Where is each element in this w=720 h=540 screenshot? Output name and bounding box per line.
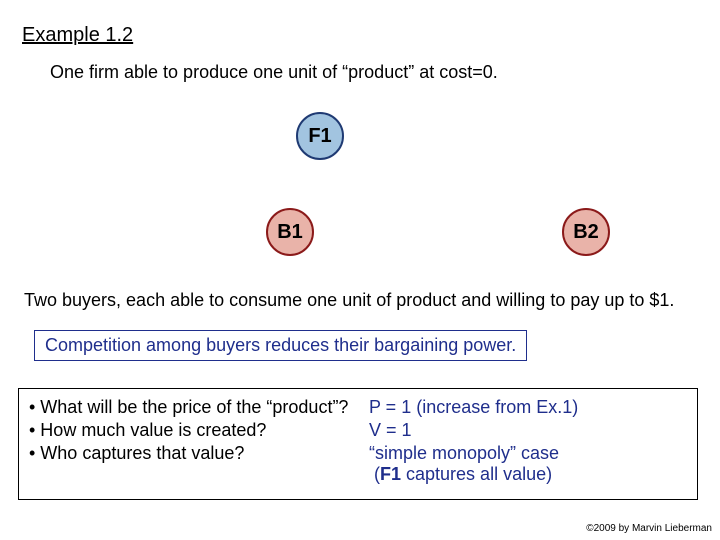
qa-question: • How much value is created? xyxy=(23,420,369,441)
qa-box: • What will be the price of the “product… xyxy=(18,388,698,500)
qa-answer: “simple monopoly” case (F1 captures all … xyxy=(369,443,693,485)
node-b2-label: B2 xyxy=(573,221,599,244)
competition-note: Competition among buyers reduces their b… xyxy=(34,330,527,361)
qa-answer: P = 1 (increase from Ex.1) xyxy=(369,397,693,418)
intro-text: One firm able to produce one unit of “pr… xyxy=(50,62,498,83)
node-b1: B1 xyxy=(266,208,314,256)
competition-note-text: Competition among buyers reduces their b… xyxy=(45,335,516,355)
node-b1-label: B1 xyxy=(277,221,303,244)
node-b2: B2 xyxy=(562,208,610,256)
slide: Example 1.2 One firm able to produce one… xyxy=(0,0,720,540)
qa-answer: V = 1 xyxy=(369,420,693,441)
slide-title: Example 1.2 xyxy=(22,24,133,47)
qa-row: • Who captures that value? “simple monop… xyxy=(23,443,693,485)
qa-row: • How much value is created? V = 1 xyxy=(23,420,693,441)
buyers-text: Two buyers, each able to consume one uni… xyxy=(24,290,674,311)
qa-question: • What will be the price of the “product… xyxy=(23,397,369,418)
node-f1: F1 xyxy=(296,112,344,160)
node-f1-label: F1 xyxy=(308,125,331,148)
qa-question: • Who captures that value? xyxy=(23,443,369,464)
qa-row: • What will be the price of the “product… xyxy=(23,397,693,418)
copyright-text: ©2009 by Marvin Lieberman xyxy=(586,523,712,534)
